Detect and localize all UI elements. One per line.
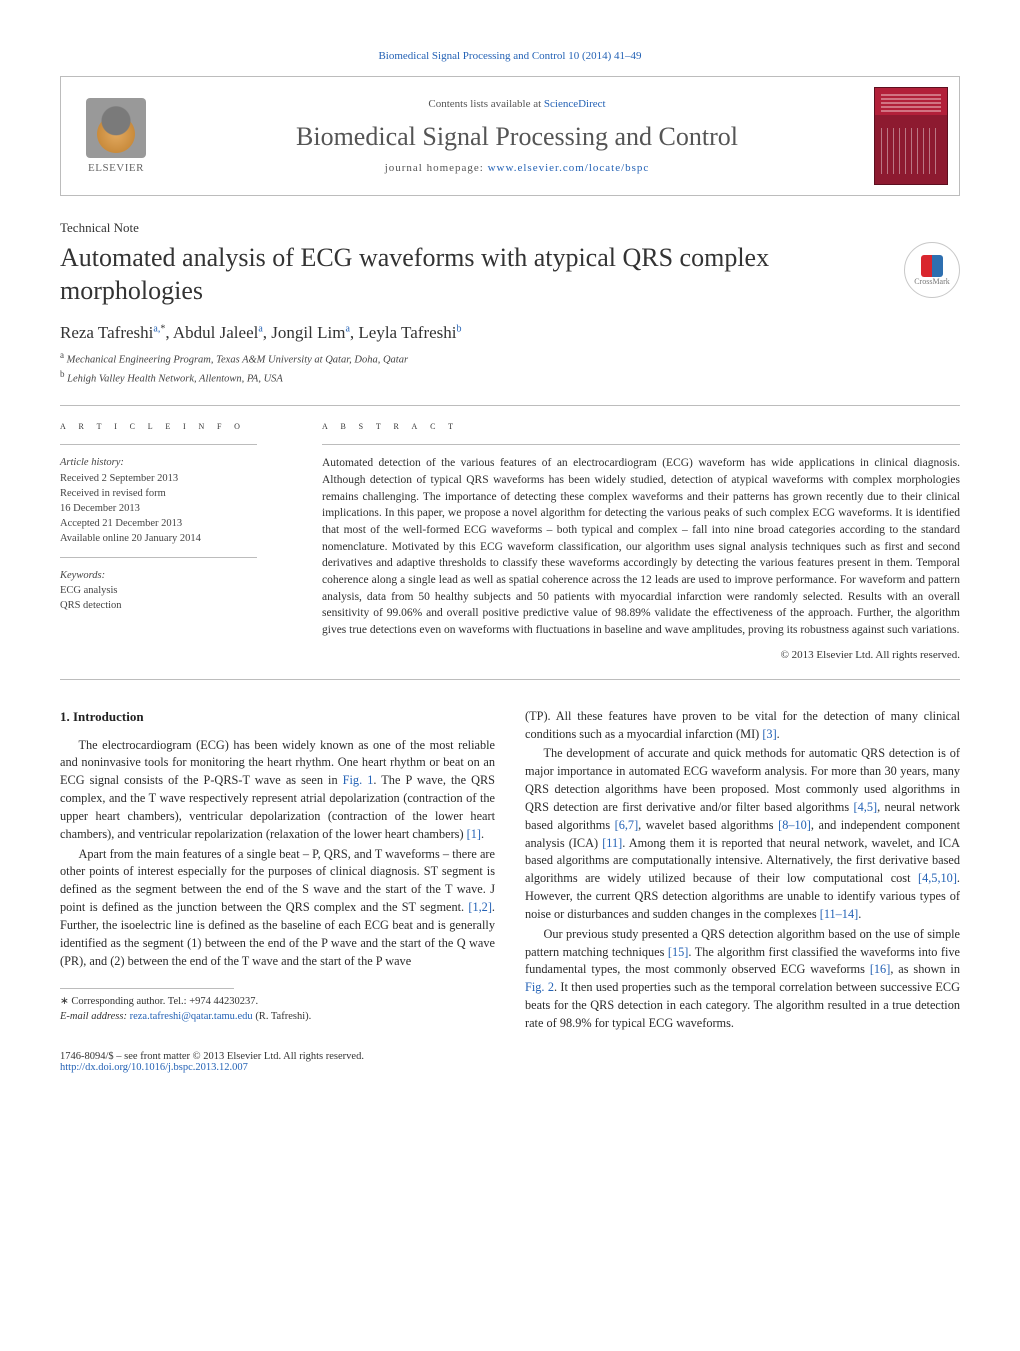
divider [322, 444, 960, 445]
elsevier-logo[interactable]: ELSEVIER [86, 98, 146, 174]
sciencedirect-link[interactable]: ScienceDirect [544, 98, 606, 110]
keyword: ECG analysis [60, 583, 292, 598]
homepage-url[interactable]: www.elsevier.com/locate/bspc [488, 162, 650, 174]
author[interactable]: Jongil Lima [271, 323, 350, 342]
affiliation: a Mechanical Engineering Program, Texas … [60, 349, 960, 368]
page-footer: 1746-8094/$ – see front matter © 2013 El… [60, 1051, 960, 1073]
ref-link[interactable]: [4,5,10] [918, 871, 957, 885]
journal-header-center: Contents lists available at ScienceDirec… [171, 77, 863, 195]
publisher-name: ELSEVIER [86, 162, 146, 174]
ref-link[interactable]: [3] [762, 727, 776, 741]
ref-link[interactable]: Fig. 1 [343, 773, 374, 787]
elsevier-tree-icon [86, 98, 146, 158]
divider [60, 679, 960, 680]
footnote-rule [60, 988, 234, 989]
publisher-logo-cell: ELSEVIER [61, 77, 171, 195]
article-title: Automated analysis of ECG waveforms with… [60, 242, 888, 307]
article-type: Technical Note [60, 220, 960, 236]
divider [60, 557, 257, 558]
history-line: Accepted 21 December 2013 [60, 516, 292, 531]
ref-link[interactable]: [8–10] [778, 818, 811, 832]
doi-link[interactable]: http://dx.doi.org/10.1016/j.bspc.2013.12… [60, 1062, 248, 1073]
ref-link[interactable]: [1] [467, 827, 481, 841]
author[interactable]: Leyla Tafreshib [358, 323, 461, 342]
paragraph: Apart from the main features of a single… [60, 846, 495, 971]
author-list: Reza Tafreshia,*, Abdul Jaleela, Jongil … [60, 323, 960, 343]
article-history: Article history: Received 2 September 20… [60, 455, 292, 546]
affiliation: b Lehigh Valley Health Network, Allentow… [60, 368, 960, 387]
journal-header: ELSEVIER Contents lists available at Sci… [60, 76, 960, 196]
abstract-text: Automated detection of the various featu… [322, 455, 960, 638]
ref-link[interactable]: Fig. 2 [525, 980, 554, 994]
homepage-label: journal homepage: [385, 162, 488, 174]
footnote-block: ∗ Corresponding author. Tel.: +974 44230… [60, 995, 495, 1024]
paragraph: The electrocardiogram (ECG) has been wid… [60, 737, 495, 844]
article-info-col: a r t i c l e i n f o Article history: R… [60, 420, 292, 660]
affiliations: a Mechanical Engineering Program, Texas … [60, 349, 960, 387]
crossmark-icon [921, 255, 943, 277]
article-info-heading: a r t i c l e i n f o [60, 420, 292, 432]
keywords-block: Keywords: ECG analysis QRS detection [60, 568, 292, 614]
ref-link[interactable]: [16] [870, 962, 891, 976]
running-head: Biomedical Signal Processing and Control… [60, 50, 960, 62]
paragraph: (TP). All these features have proven to … [525, 708, 960, 744]
email-line: E-mail address: reza.tafreshi@qatar.tamu… [60, 1010, 495, 1025]
ref-link[interactable]: [1,2] [468, 900, 492, 914]
contents-prefix: Contents lists available at [428, 98, 543, 110]
divider [60, 444, 257, 445]
contents-lists-line: Contents lists available at ScienceDirec… [428, 98, 605, 110]
body-columns: 1. Introduction The electrocardiogram (E… [60, 708, 960, 1035]
journal-name: Biomedical Signal Processing and Control [296, 122, 738, 152]
ref-link[interactable]: [6,7] [615, 818, 639, 832]
history-line: Received 2 September 2013 [60, 471, 292, 486]
history-line: Received in revised form [60, 486, 292, 501]
front-matter-line: 1746-8094/$ – see front matter © 2013 El… [60, 1051, 960, 1062]
journal-homepage-line: journal homepage: www.elsevier.com/locat… [385, 162, 650, 174]
history-line: 16 December 2013 [60, 501, 292, 516]
corresponding-author: ∗ Corresponding author. Tel.: +974 44230… [60, 995, 495, 1010]
crossmark-label: CrossMark [914, 277, 950, 286]
running-head-text[interactable]: Biomedical Signal Processing and Control… [378, 50, 641, 62]
divider [60, 405, 960, 406]
section-heading-intro: 1. Introduction [60, 708, 495, 727]
keywords-label: Keywords: [60, 568, 292, 583]
cover-thumb-cell [863, 77, 959, 195]
paragraph: The development of accurate and quick me… [525, 745, 960, 923]
journal-cover-thumb[interactable] [874, 87, 948, 185]
ref-link[interactable]: [11–14] [820, 907, 858, 921]
keyword: QRS detection [60, 598, 292, 613]
author[interactable]: Reza Tafreshia,* [60, 323, 165, 342]
crossmark-badge[interactable]: CrossMark [904, 242, 960, 298]
ref-link[interactable]: [11] [602, 836, 622, 850]
author[interactable]: Abdul Jaleela [173, 323, 263, 342]
author-email-link[interactable]: reza.tafreshi@qatar.tamu.edu [130, 1011, 253, 1022]
abstract-heading: a b s t r a c t [322, 420, 960, 432]
abstract-col: a b s t r a c t Automated detection of t… [322, 420, 960, 660]
history-line: Available online 20 January 2014 [60, 531, 292, 546]
paragraph: Our previous study presented a QRS detec… [525, 926, 960, 1033]
ref-link[interactable]: [4,5] [854, 800, 878, 814]
abstract-copyright: © 2013 Elsevier Ltd. All rights reserved… [322, 649, 960, 661]
ref-link[interactable]: [15] [668, 945, 689, 959]
history-label: Article history: [60, 455, 292, 470]
